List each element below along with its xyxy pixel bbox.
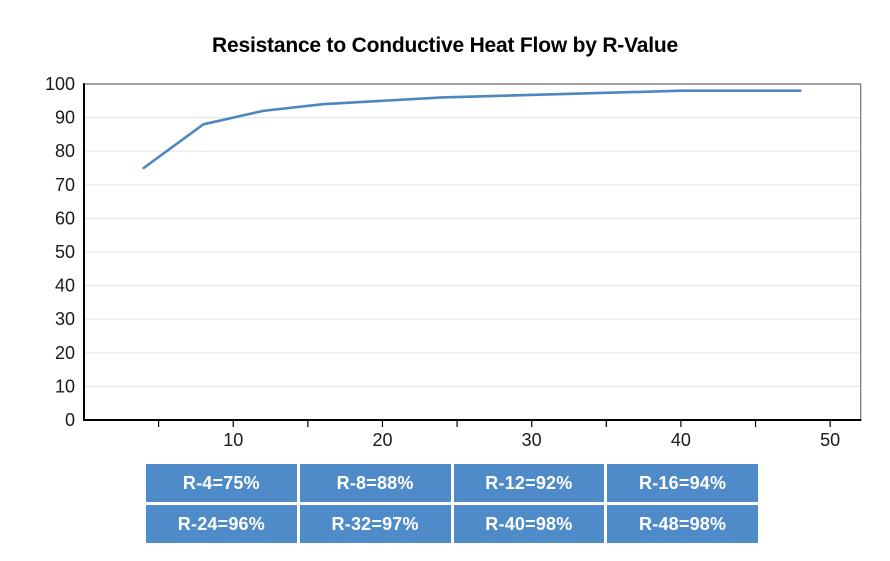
y-tick-label: 70 xyxy=(55,175,75,195)
table-cell: R-8=88% xyxy=(299,464,451,502)
x-tick-label: 10 xyxy=(223,430,243,450)
y-tick-label: 90 xyxy=(55,108,75,128)
y-tick-label: 100 xyxy=(45,74,75,94)
y-tick-label: 10 xyxy=(55,376,75,396)
y-tick-label: 20 xyxy=(55,343,75,363)
table-cell: R-32=97% xyxy=(299,505,451,543)
table-cell: R-16=94% xyxy=(607,464,758,502)
y-tick-label: 50 xyxy=(55,242,75,262)
line-chart: 0 10 20 30 40 50 60 70 80 90 100 10 20 30 40 50 xyxy=(45,74,862,450)
y-tick-label: 0 xyxy=(65,410,75,430)
x-tick-label: 40 xyxy=(671,430,691,450)
x-tick-label: 50 xyxy=(820,430,840,450)
y-tick-label: 30 xyxy=(55,309,75,329)
chart-title: Resistance to Conductive Heat Flow by R-… xyxy=(212,34,678,57)
table-cell: R-40=98% xyxy=(453,505,605,543)
r-value-table: R-4=75% R-8=88% R-12=92% R-16=94% R-24=9… xyxy=(146,464,758,543)
x-tick-label: 20 xyxy=(372,430,392,450)
table-cell: R-4=75% xyxy=(146,464,297,502)
data-line xyxy=(142,89,802,170)
table-cell: R-12=92% xyxy=(453,464,605,502)
table-cell: R-48=98% xyxy=(607,505,758,543)
table-cell: R-24=96% xyxy=(146,505,297,543)
y-tick-label: 40 xyxy=(55,276,75,296)
y-tick-label: 60 xyxy=(55,208,75,228)
y-tick-label: 80 xyxy=(55,141,75,161)
x-tick-label: 30 xyxy=(522,430,542,450)
